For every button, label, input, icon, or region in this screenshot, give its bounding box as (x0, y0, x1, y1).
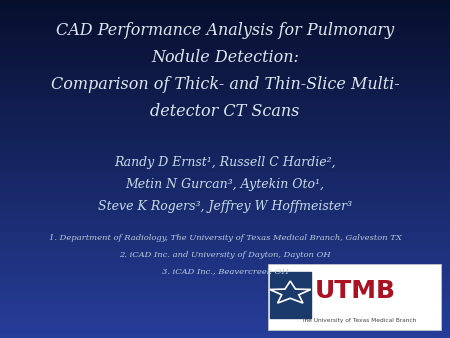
Text: Nodule Detection:: Nodule Detection: (151, 49, 299, 66)
Text: Randy D Ernst¹, Russell C Hardie²,: Randy D Ernst¹, Russell C Hardie², (114, 156, 336, 169)
Text: detector CT Scans: detector CT Scans (150, 103, 300, 120)
Text: The University of Texas Medical Branch: The University of Texas Medical Branch (301, 318, 417, 322)
Text: CAD Performance Analysis for Pulmonary: CAD Performance Analysis for Pulmonary (56, 22, 394, 39)
Text: Steve K Rogers³, Jeffrey W Hoffmeister³: Steve K Rogers³, Jeffrey W Hoffmeister³ (98, 200, 352, 213)
Text: Metin N Gurcan³, Aytekin Oto¹,: Metin N Gurcan³, Aytekin Oto¹, (126, 178, 324, 191)
Text: 2. iCAD Inc. and University of Dayton, Dayton OH: 2. iCAD Inc. and University of Dayton, D… (119, 250, 331, 259)
Text: 3. iCAD Inc., Beavercreek OH: 3. iCAD Inc., Beavercreek OH (162, 267, 288, 275)
FancyBboxPatch shape (270, 272, 310, 318)
Text: 1. Department of Radiology, The University of Texas Medical Branch, Galveston TX: 1. Department of Radiology, The Universi… (49, 234, 401, 242)
Text: UTMB: UTMB (315, 279, 396, 303)
Text: Comparison of Thick- and Thin-Slice Multi-: Comparison of Thick- and Thin-Slice Mult… (51, 76, 399, 93)
FancyBboxPatch shape (268, 264, 441, 330)
